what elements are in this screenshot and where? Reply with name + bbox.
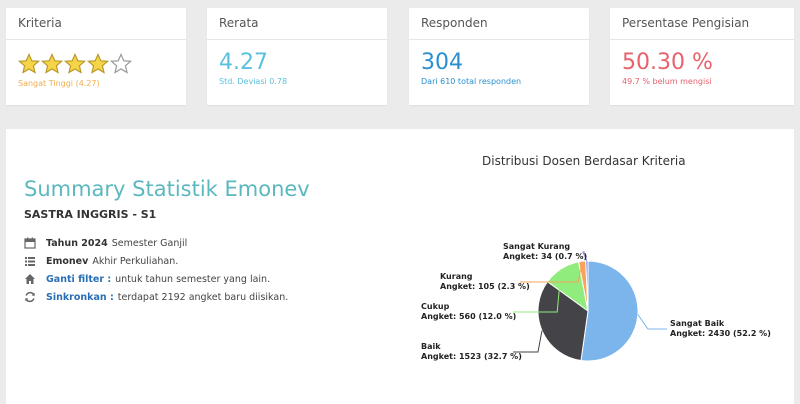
responden-value: 304 — [421, 50, 463, 75]
card-responden-title: Responden — [409, 8, 589, 40]
pie-connector — [582, 251, 588, 262]
persentase-sub: 49.7 % belum mengisi — [622, 77, 712, 86]
pie-slice-sangat-kurang[interactable] — [585, 260, 589, 312]
info-emonev: Emonev Akhir Perkuliahan. — [24, 255, 178, 267]
rerata-sub: Std. Deviasi 0.78 — [219, 77, 288, 86]
chart-title: Distribusi Dosen Berdasar Kriteria — [482, 154, 686, 168]
list-icon — [24, 255, 36, 267]
card-responden: Responden 304 Dari 610 total responden — [409, 8, 589, 105]
pie-label-name: Cukup — [421, 302, 450, 311]
refresh-icon — [24, 291, 36, 303]
star-empty-icon — [110, 53, 132, 75]
sinkronkan-link[interactable]: Sinkronkan : — [46, 291, 114, 303]
summary-subtitle: SASTRA INGGRIS - S1 — [24, 208, 157, 221]
pie-label-value: Angket: 560 (12.0 %) — [421, 312, 516, 321]
pie-label-name: Kurang — [440, 272, 473, 281]
info-tahun-bold: Tahun 2024 — [46, 237, 108, 249]
pie-label-value: Angket: 105 (2.3 %) — [440, 282, 530, 291]
info-tahun-text: Semester Ganjil — [111, 237, 188, 249]
card-kriteria: Kriteria Sangat Tinggi (4.27) — [6, 8, 186, 105]
pie-connector — [513, 268, 562, 313]
pie-label-value: Angket: 1523 (32.7 %) — [421, 352, 522, 361]
info-ganti-filter-text: untuk tahun semester yang lain. — [115, 273, 271, 285]
home-icon — [24, 273, 36, 285]
info-sinkronkan-text: terdapat 2192 angket baru diisikan. — [117, 291, 289, 303]
info-sinkronkan: Sinkronkan : terdapat 2192 angket baru d… — [24, 291, 288, 303]
star-filled-icon — [64, 53, 86, 75]
persentase-value: 50.30 % — [622, 50, 713, 75]
pie-label-name: Sangat Baik — [670, 319, 725, 328]
info-ganti-filter: Ganti filter : untuk tahun semester yang… — [24, 273, 270, 285]
summary-title: Summary Statistik Emonev — [24, 177, 310, 201]
card-persentase: Persentase Pengisian 50.30 % 49.7 % belu… — [610, 8, 794, 105]
responden-sub: Dari 610 total responden — [421, 77, 522, 86]
star-filled-icon — [18, 53, 40, 75]
star-filled-icon — [41, 53, 63, 75]
ganti-filter-link[interactable]: Ganti filter : — [46, 273, 112, 285]
pie-slice-sangat-baik[interactable] — [580, 260, 639, 362]
star-filled-icon — [87, 53, 109, 75]
calendar-icon — [24, 237, 36, 249]
card-rerata-title: Rerata — [207, 8, 387, 40]
kriteria-label: Sangat Tinggi (4.27) — [18, 79, 100, 88]
pie-connector — [513, 330, 543, 353]
card-kriteria-title: Kriteria — [6, 8, 186, 40]
pie-label-name: Sangat Kurang — [503, 242, 570, 251]
star-rating — [18, 53, 174, 75]
info-tahun: Tahun 2024 Semester Ganjil — [24, 237, 187, 249]
info-emonev-text: Akhir Perkuliahan. — [92, 255, 179, 267]
rerata-value: 4.27 — [219, 50, 268, 75]
card-rerata: Rerata 4.27 Std. Deviasi 0.78 — [207, 8, 387, 105]
pie-label-name: Baik — [421, 342, 441, 351]
pie-connector — [520, 261, 583, 283]
summary-panel: Summary Statistik Emonev SASTRA INGGRIS … — [6, 129, 794, 404]
pie-connector — [637, 314, 667, 330]
card-persentase-title: Persentase Pengisian — [610, 8, 794, 40]
pie-label-value: Angket: 34 (0.7 %) — [503, 252, 587, 261]
info-emonev-bold: Emonev — [46, 255, 89, 267]
pie-label-value: Angket: 2430 (52.2 %) — [670, 329, 771, 338]
